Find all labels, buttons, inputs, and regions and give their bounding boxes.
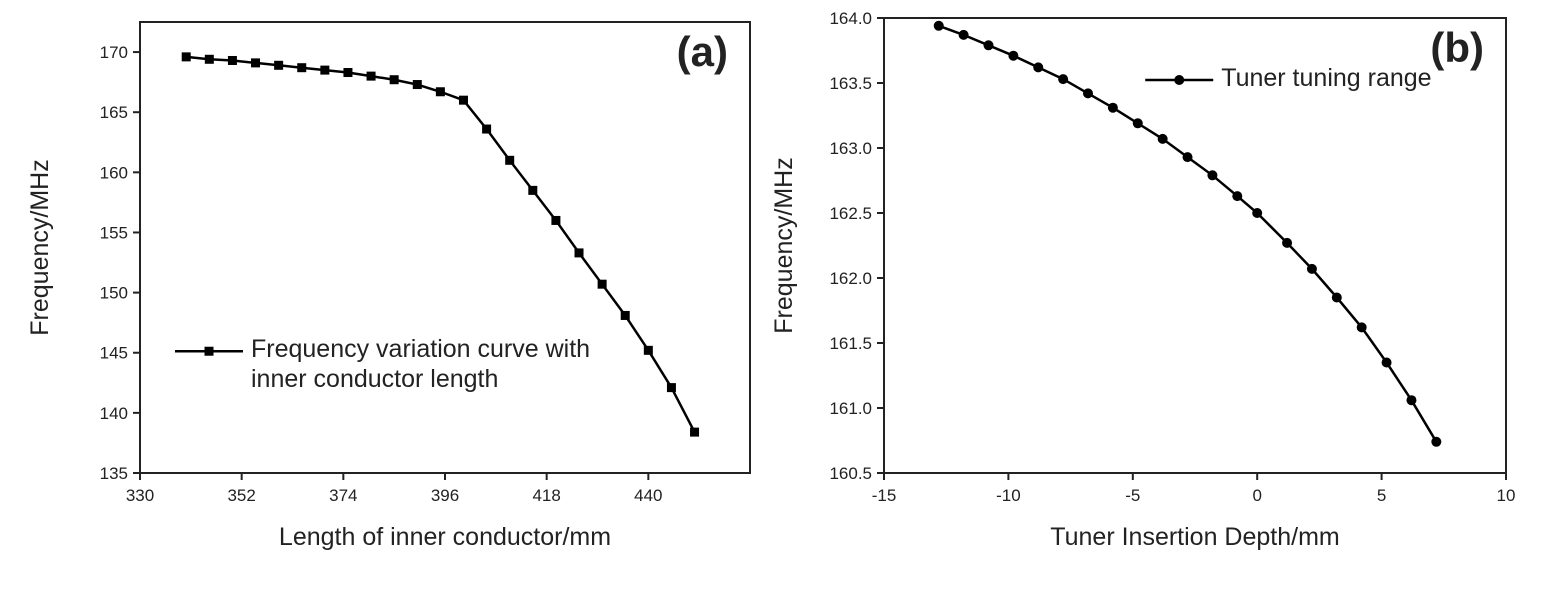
marker bbox=[297, 63, 307, 73]
y-tick-label: 160 bbox=[100, 163, 128, 182]
marker bbox=[1083, 88, 1094, 99]
y-tick-label: 145 bbox=[100, 344, 128, 363]
marker bbox=[620, 310, 630, 320]
marker bbox=[204, 54, 214, 64]
marker bbox=[227, 55, 237, 65]
marker bbox=[435, 87, 445, 97]
y-tick-label: 162.5 bbox=[829, 204, 872, 223]
legend-label: Tuner tuning range bbox=[1221, 64, 1432, 92]
plot-frame bbox=[139, 21, 751, 474]
marker bbox=[1182, 152, 1193, 163]
marker bbox=[505, 155, 515, 165]
marker bbox=[1252, 208, 1263, 218]
legend-marker bbox=[1174, 75, 1185, 85]
x-axis-label: Tuner Insertion Depth/mm bbox=[1050, 523, 1339, 551]
marker bbox=[983, 40, 994, 51]
marker bbox=[482, 124, 492, 134]
marker bbox=[458, 95, 468, 105]
marker bbox=[690, 427, 700, 437]
legend-label: Frequency variation curve with inner con… bbox=[251, 335, 591, 394]
legend-box: Frequency variation curve with inner con… bbox=[251, 335, 591, 394]
marker bbox=[551, 215, 561, 225]
marker bbox=[251, 58, 261, 68]
marker bbox=[389, 75, 399, 85]
y-tick-label: 140 bbox=[100, 404, 128, 423]
marker bbox=[574, 248, 584, 258]
x-tick-label: 396 bbox=[431, 486, 459, 505]
marker bbox=[1331, 292, 1342, 303]
x-tick-label: -15 bbox=[872, 486, 897, 505]
y-axis-label: Frequency/MHz bbox=[770, 157, 798, 333]
x-tick-label: 352 bbox=[227, 486, 255, 505]
marker bbox=[1381, 357, 1392, 368]
marker bbox=[1431, 436, 1442, 447]
legend-box: Tuner tuning range bbox=[1221, 64, 1432, 92]
marker bbox=[1356, 322, 1367, 333]
marker bbox=[597, 279, 607, 289]
x-axis-label: Length of inner conductor/mm bbox=[279, 523, 611, 551]
marker bbox=[412, 80, 422, 90]
x-tick-label: -5 bbox=[1125, 486, 1140, 505]
legend-marker bbox=[204, 346, 214, 356]
x-tick-label: 440 bbox=[634, 486, 662, 505]
marker bbox=[1232, 191, 1243, 202]
marker bbox=[1406, 395, 1417, 406]
y-tick-label: 165 bbox=[100, 103, 128, 122]
x-tick-label: 5 bbox=[1377, 486, 1386, 505]
marker bbox=[1107, 102, 1118, 113]
marker bbox=[1306, 263, 1317, 274]
y-tick-label: 155 bbox=[100, 223, 128, 242]
plot-frame bbox=[883, 17, 1507, 474]
y-tick-label: 164.0 bbox=[829, 9, 872, 28]
x-tick-label: 0 bbox=[1252, 486, 1261, 505]
x-tick-label: 374 bbox=[329, 486, 357, 505]
marker bbox=[1207, 170, 1218, 181]
x-tick-label: 330 bbox=[126, 486, 154, 505]
panel-label: (a) bbox=[677, 28, 728, 75]
marker bbox=[643, 345, 653, 355]
x-tick-label: 418 bbox=[532, 486, 560, 505]
panel-label: (b) bbox=[1430, 24, 1484, 71]
x-tick-label: -10 bbox=[996, 486, 1021, 505]
marker bbox=[1157, 133, 1168, 144]
y-tick-label: 163.5 bbox=[829, 74, 872, 93]
marker bbox=[666, 383, 676, 393]
marker bbox=[1033, 62, 1044, 73]
marker bbox=[1282, 237, 1293, 248]
y-tick-label: 162.0 bbox=[829, 269, 872, 288]
y-tick-label: 135 bbox=[100, 464, 128, 483]
marker bbox=[933, 20, 944, 31]
x-tick-label: 10 bbox=[1497, 486, 1516, 505]
marker bbox=[528, 185, 538, 195]
marker bbox=[1008, 50, 1019, 61]
y-axis-label: Frequency/MHz bbox=[26, 159, 54, 335]
marker bbox=[274, 60, 284, 70]
y-tick-label: 161.5 bbox=[829, 334, 872, 353]
marker bbox=[958, 29, 969, 40]
y-tick-label: 161.0 bbox=[829, 399, 872, 418]
marker bbox=[366, 71, 376, 81]
y-tick-label: 150 bbox=[100, 284, 128, 303]
y-tick-label: 160.5 bbox=[829, 464, 872, 483]
marker bbox=[181, 52, 191, 62]
marker bbox=[1058, 74, 1069, 85]
marker bbox=[343, 68, 353, 78]
marker bbox=[1132, 118, 1143, 129]
marker bbox=[320, 65, 330, 75]
y-tick-label: 163.0 bbox=[829, 139, 872, 158]
y-tick-label: 170 bbox=[100, 43, 128, 62]
